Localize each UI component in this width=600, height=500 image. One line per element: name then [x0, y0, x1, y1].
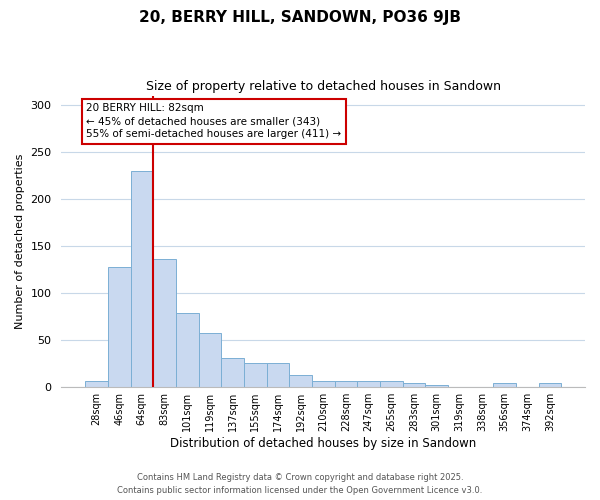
- Bar: [153, 260, 176, 387]
- Bar: [199, 332, 221, 387]
- Bar: [221, 358, 244, 387]
- Bar: [425, 386, 448, 387]
- Bar: [108, 267, 131, 387]
- Bar: [357, 380, 380, 387]
- Bar: [176, 313, 199, 387]
- Text: 20, BERRY HILL, SANDOWN, PO36 9JB: 20, BERRY HILL, SANDOWN, PO36 9JB: [139, 10, 461, 25]
- Bar: [493, 382, 516, 387]
- Bar: [266, 362, 289, 387]
- Bar: [244, 362, 266, 387]
- Bar: [335, 380, 357, 387]
- Bar: [312, 380, 335, 387]
- Bar: [380, 380, 403, 387]
- Bar: [539, 382, 561, 387]
- Title: Size of property relative to detached houses in Sandown: Size of property relative to detached ho…: [146, 80, 501, 93]
- Text: Contains HM Land Registry data © Crown copyright and database right 2025.
Contai: Contains HM Land Registry data © Crown c…: [118, 474, 482, 495]
- Y-axis label: Number of detached properties: Number of detached properties: [15, 154, 25, 329]
- Text: 20 BERRY HILL: 82sqm
← 45% of detached houses are smaller (343)
55% of semi-deta: 20 BERRY HILL: 82sqm ← 45% of detached h…: [86, 103, 341, 140]
- Bar: [131, 171, 153, 387]
- Bar: [85, 380, 108, 387]
- Bar: [403, 382, 425, 387]
- X-axis label: Distribution of detached houses by size in Sandown: Distribution of detached houses by size …: [170, 437, 476, 450]
- Bar: [289, 375, 312, 387]
